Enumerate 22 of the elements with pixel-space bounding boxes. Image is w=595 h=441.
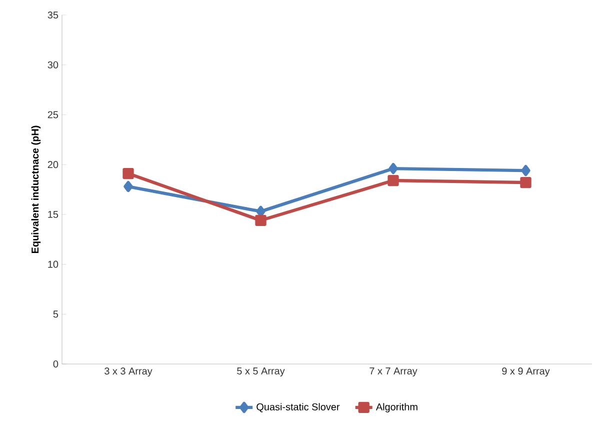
point	[388, 174, 399, 186]
legend-label: Quasi-static Slover	[256, 403, 340, 412]
y-tick-label: 30	[48, 61, 58, 68]
y-tick-label: 25	[48, 111, 58, 118]
y-tick-label: 20	[48, 161, 58, 168]
y-tick-label: 0	[53, 360, 58, 368]
x-tick-label: 7 x 7 Array	[370, 368, 418, 376]
point	[124, 180, 133, 192]
legend-label: Algorithm	[376, 403, 418, 412]
x-tick-label: 3 x 3 Array	[104, 368, 152, 377]
point	[520, 176, 532, 188]
point	[255, 214, 266, 226]
x-tick-label: 9 x 9 Array	[502, 368, 550, 377]
x-tick-label: 5 x 5 Array	[237, 368, 285, 376]
point	[388, 162, 398, 174]
y-tick-label: 15	[48, 210, 58, 218]
y-tick-label: 35	[48, 11, 58, 19]
point	[521, 164, 530, 176]
y-tick-label: 5	[53, 310, 58, 318]
y-axis-title: Equivalent inductnace (pH)	[31, 126, 41, 254]
point	[122, 168, 134, 180]
y-tick-label: 10	[48, 260, 58, 268]
